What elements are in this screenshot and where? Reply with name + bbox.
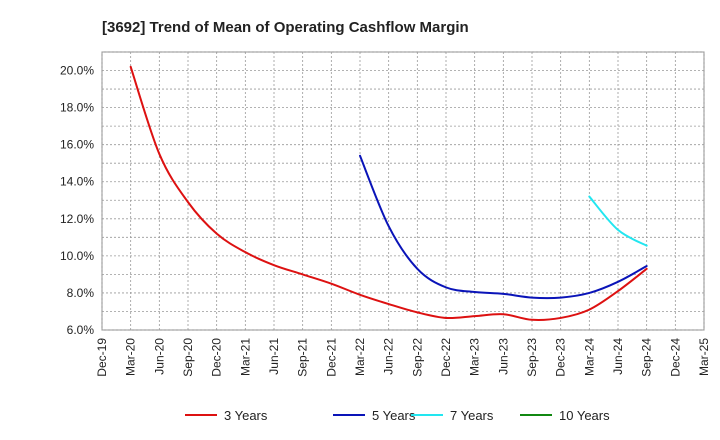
y-tick-label: 8.0% bbox=[67, 286, 95, 300]
y-tick-label: 20.0% bbox=[60, 64, 94, 78]
x-tick-label: Sep-22 bbox=[410, 338, 424, 377]
x-tick-label: Sep-21 bbox=[296, 338, 310, 377]
legend-label: 3 Years bbox=[224, 408, 268, 423]
x-tick-label: Dec-23 bbox=[554, 338, 568, 377]
x-tick-label: Mar-24 bbox=[582, 338, 596, 376]
x-tick-label: Mar-25 bbox=[697, 338, 711, 376]
series-lines bbox=[129, 65, 648, 322]
x-tick-label: Dec-20 bbox=[210, 338, 224, 377]
y-tick-label: 10.0% bbox=[60, 249, 94, 263]
y-tick-label: 16.0% bbox=[60, 138, 94, 152]
x-tick-label: Mar-22 bbox=[353, 338, 367, 376]
legend-label: 7 Years bbox=[450, 408, 494, 423]
grid-lines bbox=[101, 51, 705, 331]
y-axis-tick-labels: 6.0% 8.0% 10.0% 12.0% 14.0% 16.0% 18.0% 20.0% bbox=[60, 64, 94, 337]
x-tick-label: Jun-20 bbox=[152, 338, 166, 375]
chart-title: [3692] Trend of Mean of Operating Cashfl… bbox=[102, 19, 469, 36]
legend-label: 10 Years bbox=[559, 408, 610, 423]
series-line-5-years bbox=[359, 154, 648, 300]
y-tick-label: 6.0% bbox=[67, 323, 95, 337]
x-tick-label: Jun-22 bbox=[382, 338, 396, 375]
x-tick-label: Sep-24 bbox=[640, 338, 654, 377]
x-axis-tick-labels: Dec-19 Mar-20 Jun-20 Sep-20 Dec-20 Mar-21 Jun-… bbox=[95, 338, 711, 377]
series-line-7-years bbox=[588, 195, 648, 247]
legend: 3 Years 5 Years 7 Years 10 Years bbox=[185, 408, 610, 423]
y-tick-label: 18.0% bbox=[60, 101, 94, 115]
x-tick-label: Jun-23 bbox=[496, 338, 510, 375]
legend-label: 5 Years bbox=[372, 408, 416, 423]
plot-area bbox=[101, 51, 705, 331]
x-tick-label: Sep-23 bbox=[525, 338, 539, 377]
x-tick-label: Mar-20 bbox=[124, 338, 138, 376]
x-tick-label: Jun-24 bbox=[611, 338, 625, 375]
x-tick-label: Jun-21 bbox=[267, 338, 281, 375]
series-line-3-years bbox=[129, 65, 648, 322]
y-tick-label: 12.0% bbox=[60, 212, 94, 226]
plot-border bbox=[101, 51, 705, 331]
x-tick-label: Dec-21 bbox=[324, 338, 338, 377]
x-tick-label: Mar-21 bbox=[238, 338, 252, 376]
x-tick-label: Dec-19 bbox=[95, 338, 109, 377]
x-tick-label: Dec-22 bbox=[439, 338, 453, 377]
x-tick-label: Mar-23 bbox=[468, 338, 482, 376]
y-tick-label: 14.0% bbox=[60, 175, 94, 189]
x-tick-label: Sep-20 bbox=[181, 338, 195, 377]
x-tick-label: Dec-24 bbox=[668, 338, 682, 377]
